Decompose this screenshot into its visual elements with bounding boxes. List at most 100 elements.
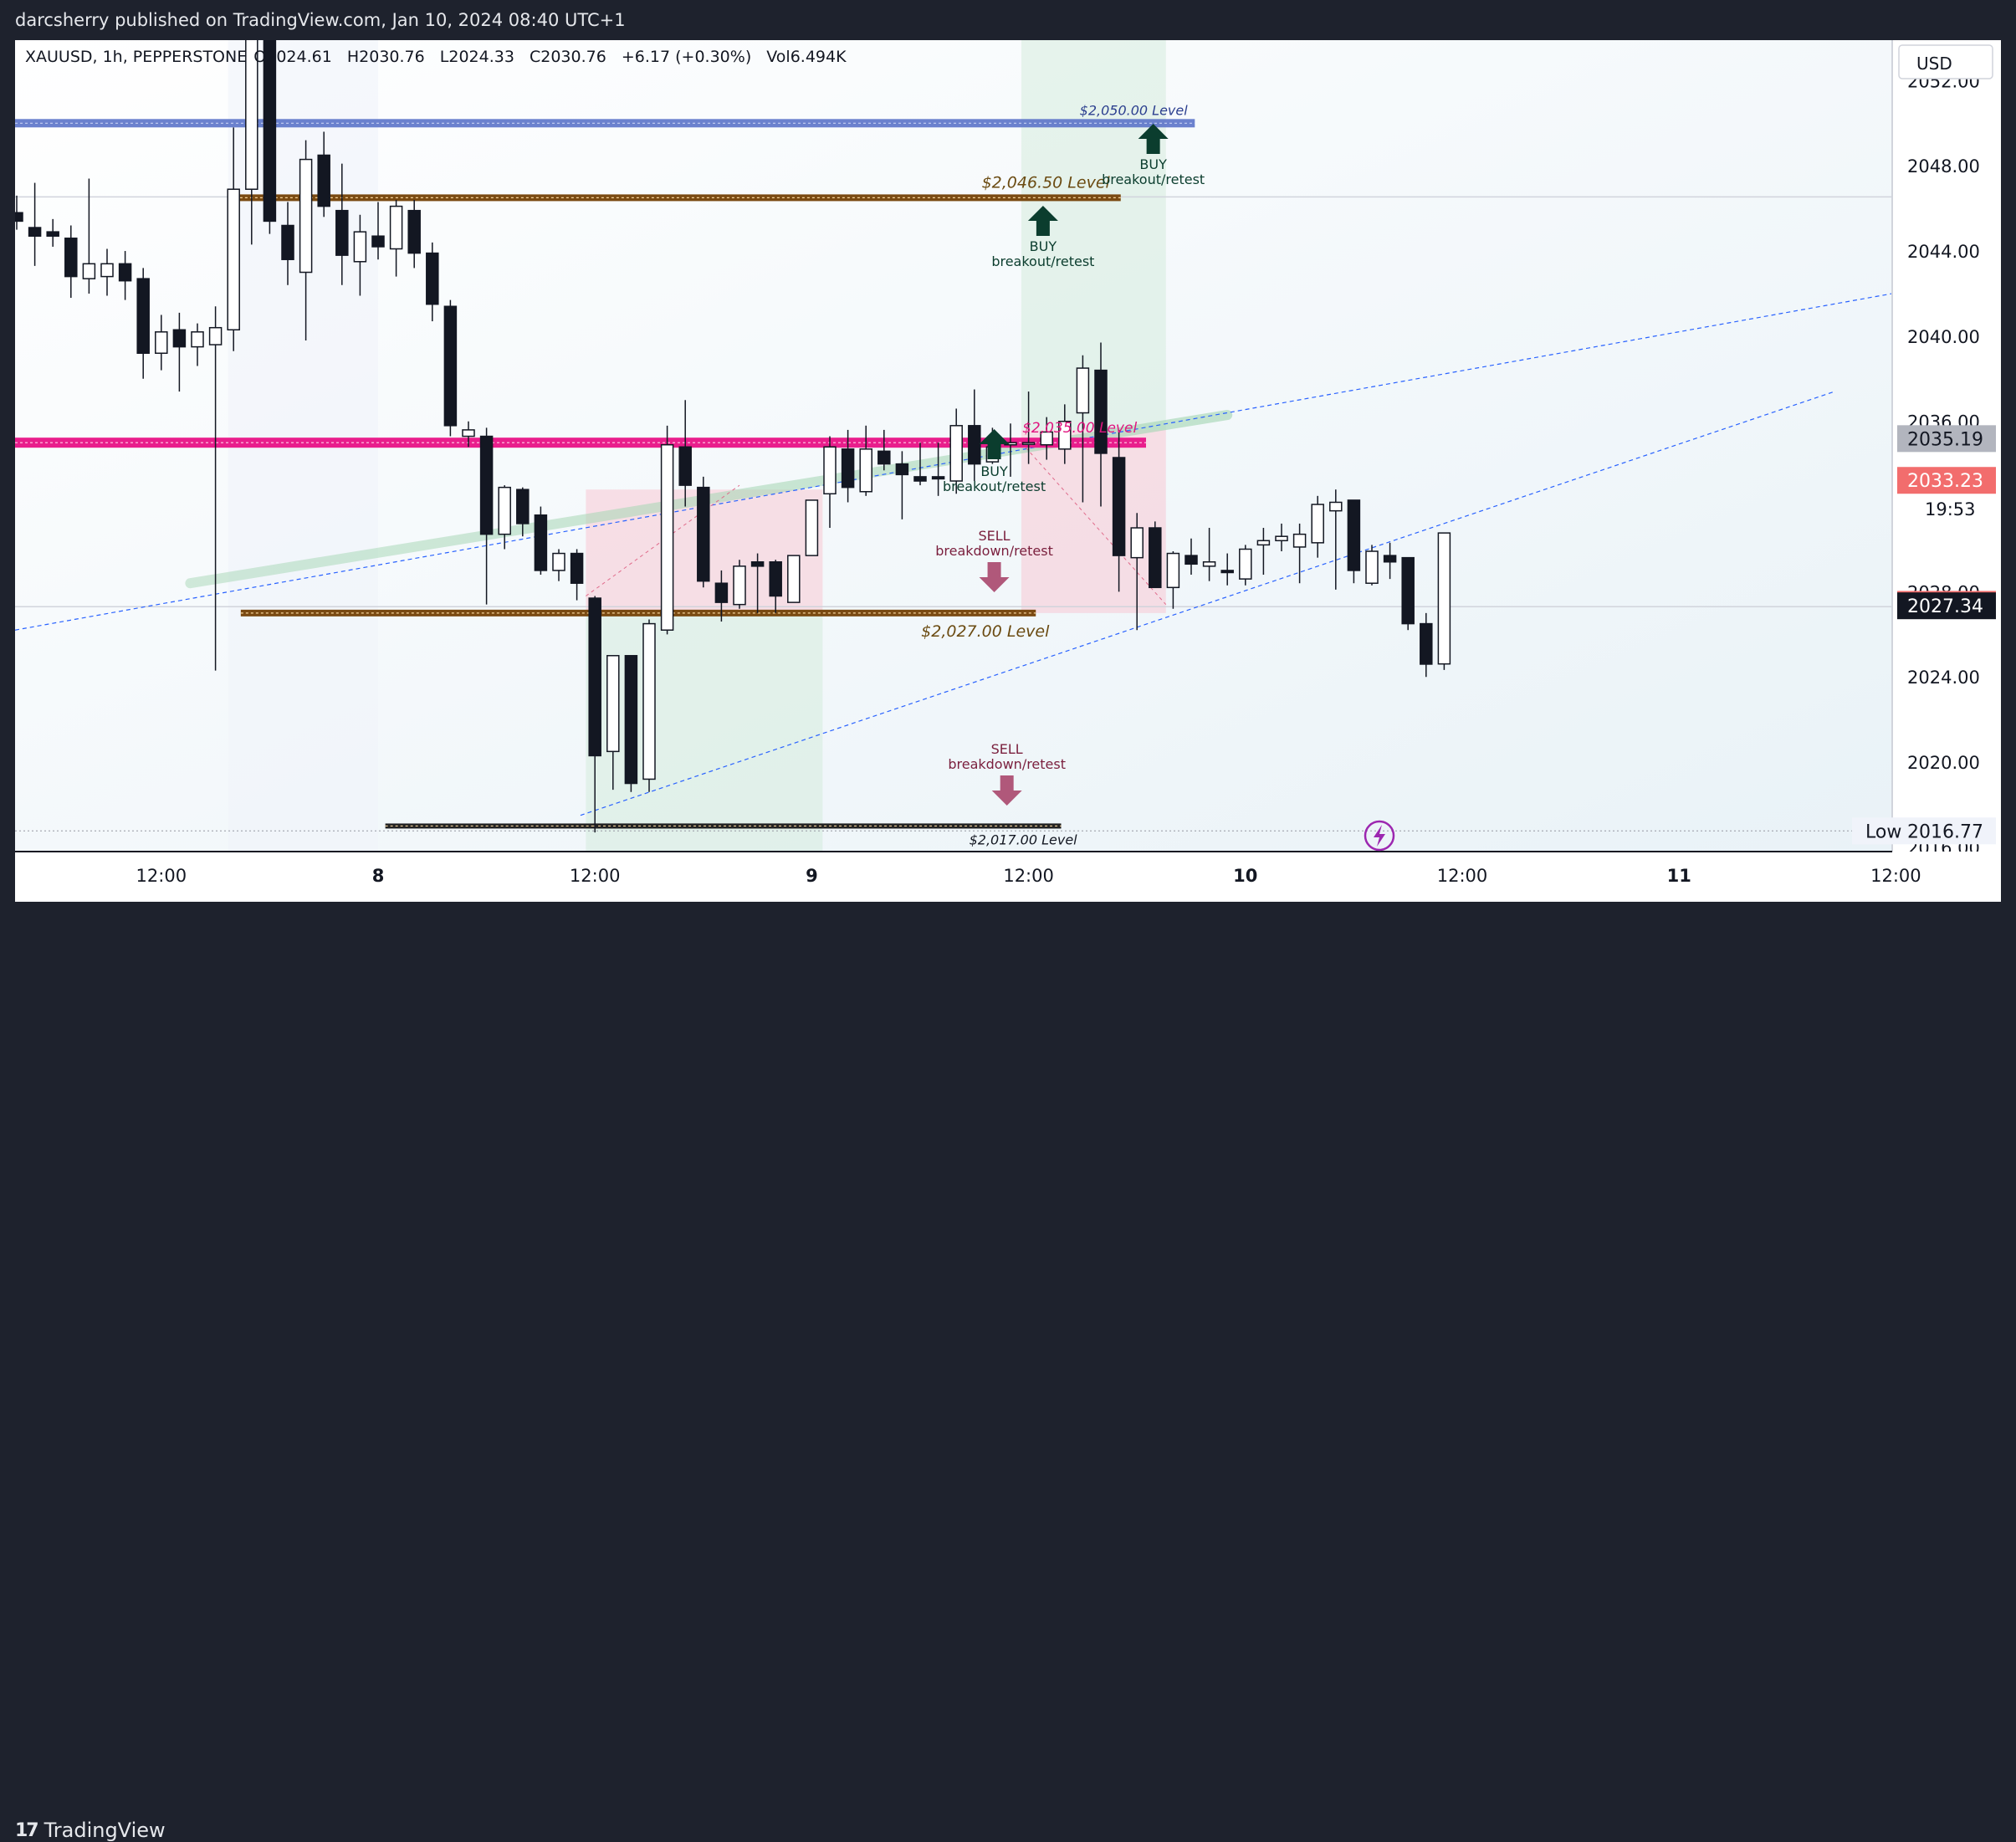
- x-tick-label: 12:00: [1870, 866, 1921, 886]
- level-2017-label: $2,017.00 Level: [970, 831, 1078, 847]
- candle-body: [1202, 561, 1216, 567]
- currency-button[interactable]: [1898, 44, 1993, 79]
- candle-body: [931, 476, 945, 480]
- countdown-bg: [1897, 495, 1996, 523]
- candle-body: [1437, 532, 1451, 665]
- candle-body: [1311, 504, 1324, 544]
- y-tick-label: 2020.00: [1907, 753, 1980, 773]
- candle: [64, 225, 78, 299]
- candle-body: [100, 263, 114, 278]
- buy-label-1: BUY: [1139, 156, 1167, 172]
- candle: [1094, 342, 1108, 507]
- y-tick-label: 2024.00: [1907, 668, 1980, 688]
- legend-info: XAUUSD, 1h, PEPPERSTONE O2024.61 H2030.7…: [25, 48, 847, 66]
- low-label: Low: [1865, 821, 1901, 842]
- candle: [570, 549, 584, 601]
- tradingview-logo-icon: 17: [15, 1819, 39, 1841]
- candle-body: [841, 448, 855, 489]
- candle: [878, 429, 891, 471]
- low-price-marker: 2016.77: [1907, 821, 1983, 842]
- candle: [479, 427, 494, 605]
- candle: [931, 443, 945, 496]
- candle: [606, 655, 620, 791]
- candle-body: [317, 154, 330, 207]
- candle: [895, 451, 909, 519]
- candle-body: [1275, 535, 1288, 542]
- candle-body: [968, 425, 981, 465]
- candle-body: [588, 597, 601, 757]
- x-tick-label: 11: [1667, 866, 1691, 886]
- candle: [136, 268, 150, 379]
- candle: [299, 140, 313, 340]
- candle: [1112, 429, 1126, 592]
- candle: [426, 242, 439, 322]
- candle-body: [895, 463, 909, 476]
- candle: [624, 655, 638, 792]
- chart-svg[interactable]: $2,050.00 Level $2,046.50 Level $2,035.00 …: [10, 0, 2001, 902]
- candle: [1329, 489, 1343, 590]
- level-2027-label: $2,027.00 Level: [921, 622, 1050, 641]
- candle: [443, 299, 458, 437]
- candle-body: [389, 205, 403, 250]
- price-marker-2033: 2033.23: [1907, 471, 1983, 492]
- candle-body: [263, 0, 277, 223]
- candle-body: [64, 238, 78, 278]
- candle: [371, 202, 385, 260]
- brand[interactable]: 17 TradingView: [15, 1819, 166, 1842]
- candle-body: [1094, 369, 1108, 454]
- y-tick-label: 2044.00: [1907, 242, 1980, 262]
- candle-body: [913, 476, 927, 482]
- candle-body: [606, 655, 620, 753]
- candle: [805, 499, 819, 556]
- candle-body: [1149, 527, 1162, 589]
- y-tick-label: 2048.00: [1907, 156, 1980, 177]
- low-marker-bg: [1852, 817, 1996, 845]
- candle-body: [443, 305, 458, 427]
- price-marker-2035: 2035.19: [1907, 429, 1983, 450]
- candle-body: [1256, 540, 1271, 546]
- buy-arrow-icon: [979, 429, 1010, 459]
- candle: [1292, 523, 1307, 584]
- y-tick-label: 2040.00: [1907, 327, 1980, 347]
- candle: [642, 619, 656, 792]
- candle: [335, 163, 349, 285]
- candle-body: [1239, 548, 1252, 580]
- candle: [1275, 523, 1288, 552]
- time-axis-bg: [15, 852, 2001, 902]
- candle: [534, 506, 548, 576]
- sell-sublabel-1: breakdown/retest: [935, 543, 1053, 559]
- level-2035-label: $2,035.00 Level: [1022, 420, 1137, 437]
- countdown-timer: 19:53: [1925, 499, 1976, 519]
- candle-body: [335, 209, 349, 256]
- candle: [841, 429, 855, 503]
- candle: [1166, 551, 1180, 609]
- candle-body: [787, 555, 801, 603]
- short-position-target-zone: [586, 612, 823, 852]
- x-tick-label: 12:00: [1003, 866, 1054, 886]
- candle-body: [552, 552, 565, 571]
- position-line: [1021, 442, 1167, 606]
- candle-body: [678, 446, 692, 486]
- candle-body: [733, 565, 746, 606]
- candle-body: [642, 622, 656, 780]
- candle: [1347, 499, 1361, 584]
- high-value: H2030.76: [347, 48, 425, 66]
- trend-line-lower: [580, 391, 1835, 816]
- sell-label-1: SELL: [979, 528, 1011, 544]
- candle: [1021, 391, 1036, 464]
- lightning-icon[interactable]: [1364, 820, 1395, 852]
- candle: [733, 560, 746, 609]
- candle: [697, 476, 710, 588]
- candle-body: [1347, 499, 1361, 571]
- candle-body: [1130, 527, 1144, 559]
- candle: [968, 389, 981, 482]
- candle-body: [172, 329, 187, 348]
- buy-sublabel-1: breakout/retest: [1102, 171, 1205, 187]
- candle-body: [1040, 431, 1053, 446]
- candle: [155, 315, 168, 371]
- candle-body: [805, 499, 819, 556]
- candle-body: [859, 448, 872, 493]
- candle: [859, 425, 872, 496]
- symbol-line: XAUUSD, 1h, PEPPERSTONE: [25, 48, 247, 66]
- chart-area[interactable]: $2,050.00 Level $2,046.50 Level $2,035.00 …: [10, 0, 2001, 902]
